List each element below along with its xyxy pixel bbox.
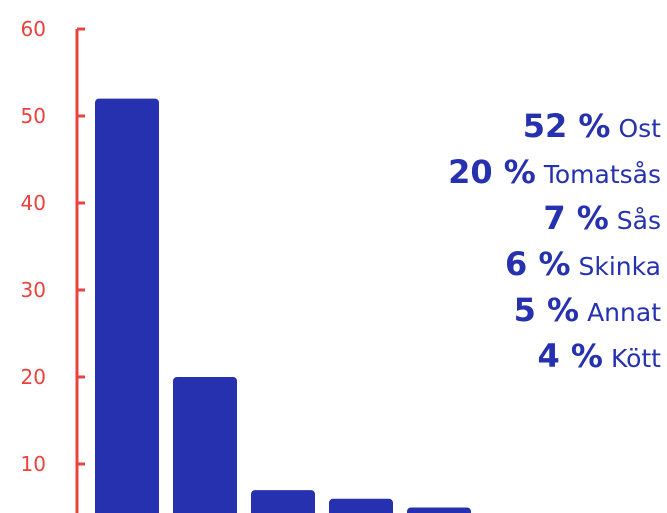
legend-percent: 7 % <box>543 199 609 237</box>
legend-label: Skinka <box>578 252 662 281</box>
legend-percent: 4 % <box>537 337 603 375</box>
y-tick-label: 30 <box>21 278 46 302</box>
bar-ost <box>95 98 159 513</box>
legend-percent: 20 % <box>448 153 536 191</box>
legend-item-kott: 4 % Kött <box>448 333 661 379</box>
legend-label: Annat <box>587 298 661 327</box>
legend-label: Kött <box>610 344 661 373</box>
legend-item-annat: 5 % Annat <box>448 287 661 333</box>
legend-item-tomatsas: 20 % Tomatsås <box>448 149 661 195</box>
bar-tomatsås <box>173 377 237 513</box>
y-tick-label: 20 <box>21 365 46 389</box>
bars-group <box>95 98 471 513</box>
legend-percent: 6 % <box>505 245 571 283</box>
bar-annat <box>407 507 471 513</box>
legend-label: Tomatsås <box>543 160 661 189</box>
legend-item-sas: 7 % Sås <box>448 195 661 241</box>
legend-item-ost: 52 % Ost <box>448 103 661 149</box>
bar-skinka <box>329 498 393 513</box>
legend-percent: 5 % <box>513 291 580 329</box>
legend-percent: 52 % <box>522 107 611 145</box>
y-tick-label: 50 <box>21 104 46 128</box>
legend-item-skinka: 6 % Skinka <box>448 241 661 287</box>
y-axis: 10 20 30 40 50 60 <box>21 17 85 513</box>
legend-label: Ost <box>618 114 661 143</box>
y-tick-label: 10 <box>21 452 46 476</box>
legend-label: Sås <box>616 206 661 235</box>
y-tick-label: 40 <box>21 191 46 215</box>
y-tick-label: 60 <box>21 17 46 41</box>
bar-sås <box>251 490 315 513</box>
chart-legend: 52 % Ost 20 % Tomatsås 7 % Sås 6 % Skinka 5 … <box>448 103 661 379</box>
